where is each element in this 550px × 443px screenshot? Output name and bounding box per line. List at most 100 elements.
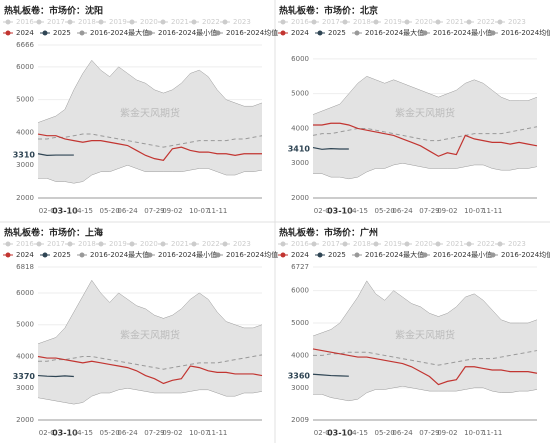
series-line	[313, 350, 538, 366]
legend-label: 2016-2024均值	[501, 250, 550, 259]
legend-icon	[422, 252, 428, 258]
series-line	[37, 133, 262, 161]
legend-label: 2020	[140, 240, 158, 248]
legend-icon	[98, 241, 104, 247]
legend-label: 2022	[477, 18, 495, 26]
legend-icon	[147, 30, 153, 36]
legend-icon	[98, 19, 104, 25]
legend-icon	[280, 30, 286, 36]
legend-label: 2018	[353, 18, 371, 26]
y-tick-label: 5000	[291, 90, 309, 98]
legend-label: 2024	[16, 29, 34, 37]
legend-icon	[191, 19, 197, 25]
series-line	[38, 354, 263, 370]
x-tick-label: 07-29	[419, 207, 439, 215]
series-line	[312, 280, 538, 337]
legend-icon	[354, 30, 360, 36]
legend-label: 2025	[328, 29, 346, 37]
x-tick-label: 03-10	[327, 429, 353, 438]
legend-icon	[36, 19, 42, 25]
x-tick-label: 06-24	[117, 207, 138, 215]
series-line	[312, 348, 538, 386]
x-tick-label: 04-15	[73, 207, 93, 215]
legend-icon	[129, 241, 135, 247]
y-tick-label: 3000	[16, 161, 34, 169]
legend-label: 2017	[47, 18, 65, 26]
legend-icon	[373, 19, 379, 25]
y-tick-label: 2000	[16, 194, 34, 202]
legend-label: 2016-2024最小值	[433, 28, 492, 37]
legend-label: 2024	[291, 29, 309, 37]
legend-icon	[280, 252, 286, 258]
x-tick-label: 09-02	[162, 207, 182, 215]
watermark: 紫金天风期货	[120, 329, 180, 342]
x-tick-label: 06-24	[117, 429, 138, 437]
x-tick-label: 10-07	[189, 429, 209, 437]
current-value-label: 3310	[13, 151, 36, 160]
range-band	[313, 280, 537, 401]
legend-label: 2023	[508, 18, 526, 26]
legend-label: 2017	[322, 18, 340, 26]
legend-label: 2019	[384, 18, 402, 26]
x-tick-label: 09-02	[437, 429, 457, 437]
x-tick-label: 07-29	[144, 207, 164, 215]
legend-icon	[317, 252, 323, 258]
x-tick-label: 09-02	[162, 429, 182, 437]
y-tick-label: 6666	[16, 41, 34, 49]
legend-icon	[36, 241, 42, 247]
legend-label: 2016-2024均值	[226, 250, 278, 259]
legend-label: 2016-2024最小值	[433, 250, 492, 259]
x-tick-label: 10-07	[464, 429, 484, 437]
legend-icon	[67, 241, 73, 247]
watermark: 紫金天风期货	[395, 107, 455, 120]
series-line	[313, 385, 538, 402]
legend-icon	[222, 19, 228, 25]
legend-icon	[422, 30, 428, 36]
x-tick-label: 03-10	[327, 207, 353, 216]
legend-icon	[342, 241, 348, 247]
legend-icon	[5, 19, 11, 25]
x-tick-label: 06-24	[392, 207, 413, 215]
legend-label: 2017	[47, 240, 65, 248]
series-line	[312, 76, 538, 115]
legend-label: 2019	[109, 240, 127, 248]
x-tick-label: 02-C	[39, 429, 55, 437]
legend-label: 2023	[508, 240, 526, 248]
legend-label: 2017	[322, 240, 340, 248]
series-line	[38, 133, 263, 148]
y-tick-label: 2000	[291, 194, 309, 202]
legend-icon	[466, 241, 472, 247]
x-tick-label: 07-29	[144, 429, 164, 437]
legend-icon	[79, 252, 85, 258]
series-line	[37, 279, 263, 345]
chart-title: 热轧板卷：市场价：北京	[279, 5, 378, 17]
x-tick-label: 09-02	[437, 207, 457, 215]
x-tick-label: 03-10	[52, 429, 78, 438]
series-line	[37, 387, 263, 405]
series-line	[38, 164, 263, 184]
x-tick-label: 02-C	[39, 207, 55, 215]
range-band	[313, 76, 537, 179]
legend-icon	[342, 19, 348, 25]
legend-label: 2018	[78, 240, 96, 248]
legend-label: 2024	[291, 251, 309, 259]
x-tick-label: 05-20	[100, 207, 120, 215]
legend-label: 2016-2024最大值	[90, 28, 149, 37]
legend-label: 2022	[477, 240, 495, 248]
legend-icon	[215, 30, 221, 36]
x-tick-label: 02-C	[314, 429, 330, 437]
x-tick-label: 11-11	[482, 429, 502, 437]
legend-label: 2021	[446, 18, 464, 26]
legend-label: 2020	[415, 240, 433, 248]
x-tick-label: 04-15	[73, 429, 93, 437]
legend-icon	[497, 19, 503, 25]
legend-label: 2016	[16, 240, 34, 248]
x-tick-label: 05-20	[375, 207, 395, 215]
y-tick-label: 3000	[16, 384, 34, 392]
legend-label: 2016	[291, 18, 309, 26]
legend-icon	[160, 19, 166, 25]
current-value-label: 3370	[13, 372, 36, 381]
legend-label: 2016-2024均值	[501, 28, 550, 37]
